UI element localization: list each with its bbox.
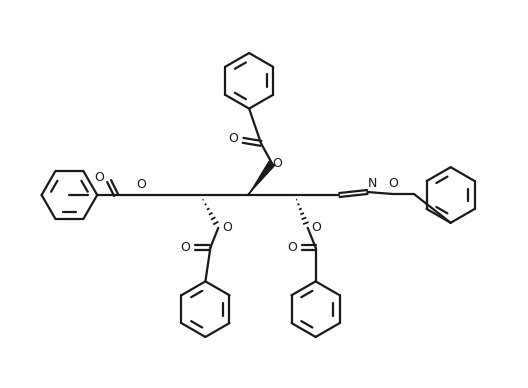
Text: O: O [136, 178, 146, 191]
Text: O: O [95, 171, 104, 184]
Text: N: N [367, 177, 376, 190]
Text: O: O [388, 177, 398, 190]
Text: O: O [312, 221, 322, 234]
Text: O: O [287, 241, 297, 254]
Text: O: O [272, 157, 282, 170]
Text: O: O [228, 132, 238, 145]
Polygon shape [248, 161, 275, 195]
Text: O: O [222, 221, 232, 234]
Text: O: O [181, 241, 191, 254]
